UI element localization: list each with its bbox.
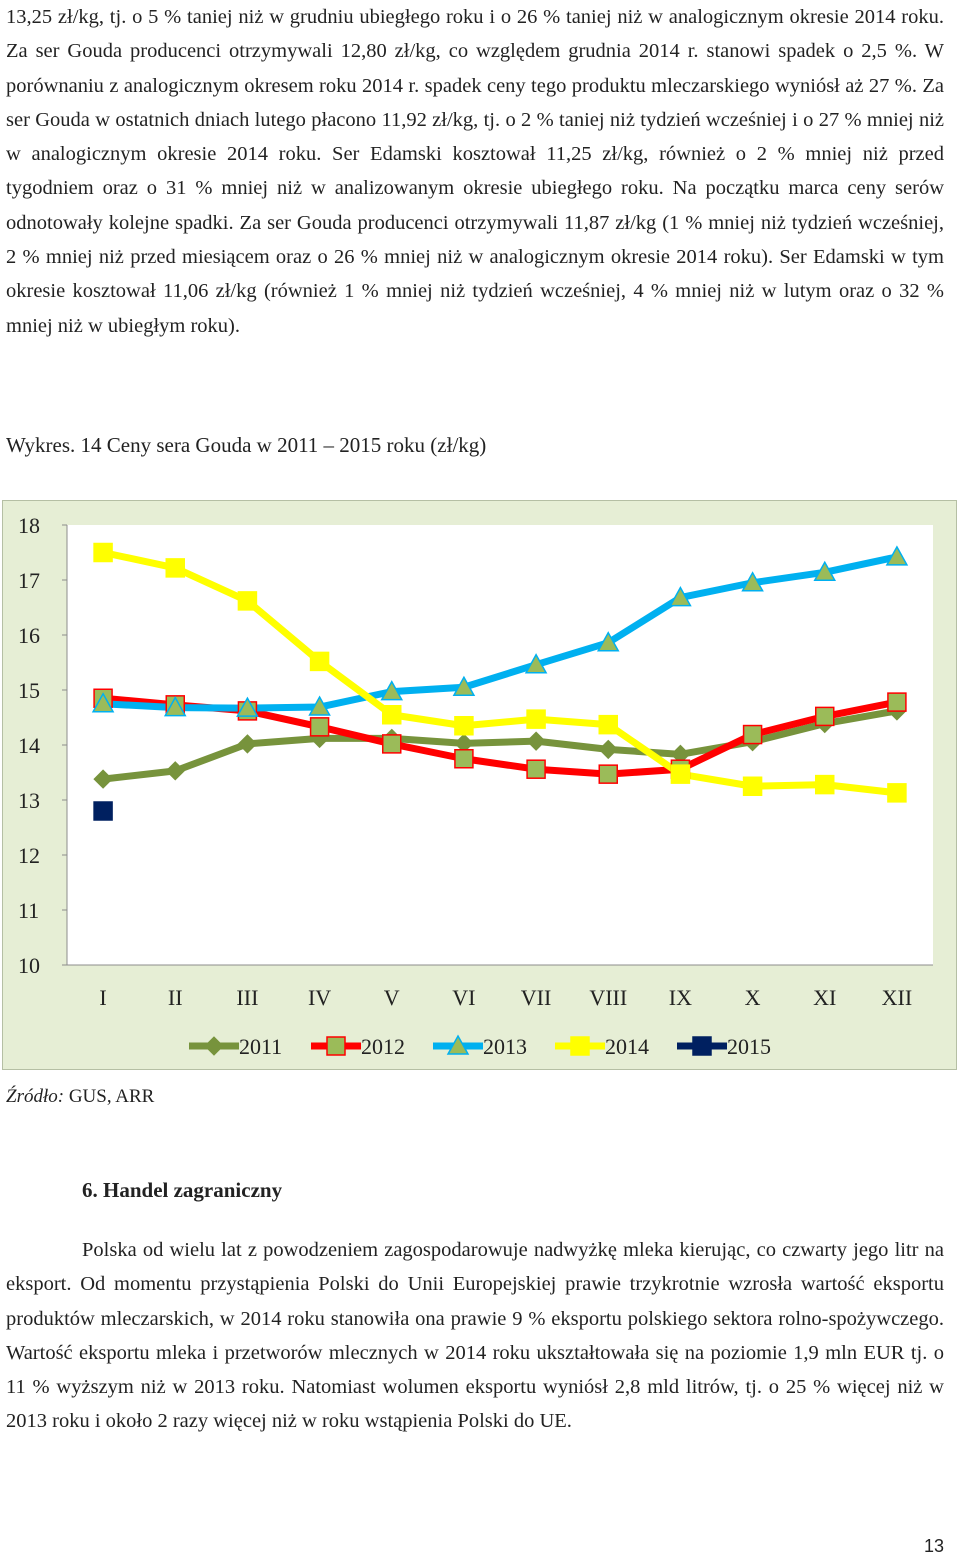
data-point-2011 [93,769,113,789]
y-tick-label: 14 [18,733,40,758]
x-tick-label: II [168,985,183,1010]
data-point-2012 [742,724,763,745]
y-tick-label: 12 [18,843,40,868]
data-point-2013 [813,560,837,582]
data-point-2014 [93,542,113,563]
y-tick-label: 10 [18,953,40,978]
data-point-2012 [887,692,907,712]
data-point-2011 [526,731,546,751]
x-tick-label: III [236,985,258,1010]
data-point-2013 [669,586,692,607]
x-tick-label: I [99,985,106,1010]
data-point-2014 [309,651,330,672]
data-point-2014 [670,764,691,784]
x-tick-label: V [384,985,400,1010]
intro-paragraph: 13,25 zł/kg, tj. o 5 % taniej niż w grud… [6,6,944,337]
data-point-2013 [236,696,259,717]
legend-marker-2014 [570,1036,590,1056]
export-paragraph: Polska od wielu lat z powodzeniem zagosp… [6,1233,944,1439]
data-point-2014 [382,705,402,725]
legend-label: 2015 [727,1034,771,1059]
data-point-2011 [237,734,258,754]
legend-label: 2011 [239,1034,282,1059]
data-point-2013 [596,631,620,652]
data-point-2014 [815,774,835,795]
x-tick-label: VIII [589,985,627,1010]
series-line-2014 [99,549,901,797]
data-point-2011 [598,739,618,760]
data-point-2014 [742,776,763,796]
data-point-2014 [165,558,185,578]
y-tick-label: 16 [18,623,40,648]
series-line-2011 [99,707,901,783]
data-point-2013 [308,695,331,716]
data-point-2013 [380,680,404,701]
legend-marker-2012 [326,1036,346,1056]
x-tick-label: VI [452,985,475,1010]
legend-label: 2014 [605,1034,649,1059]
data-point-2013 [524,653,548,674]
legend-marker-2015 [692,1036,712,1056]
data-point-2013 [885,545,909,566]
data-point-2015 [93,801,113,821]
line-chart: 10 11 12 13 14 15 16 17 18 I II III IV V VI VII VIII IX X X… [2,500,957,1070]
source-label: Źródło: [6,1086,65,1107]
data-point-2014 [887,783,907,803]
source-note: Źródło: GUS, ARR [6,1086,154,1108]
data-point-2013 [91,692,115,713]
data-point-2012 [309,717,330,737]
x-tick-label: VII [521,985,552,1010]
x-tick-label: XII [882,985,913,1010]
y-tick-label: 17 [18,568,40,593]
y-tick-label: 18 [18,513,40,538]
legend-marker-2013 [446,1034,470,1055]
data-point-2013 [452,675,476,696]
data-point-2012 [454,749,474,769]
chart-caption: Wykres. 14 Ceny sera Gouda w 2011 – 2015… [6,433,487,457]
data-point-2013 [741,571,764,592]
page-number: 13 [923,1536,944,1556]
x-tick-label: XI [813,985,836,1010]
data-point-2012 [815,706,835,727]
y-tick-label: 11 [18,898,39,923]
data-point-2012 [598,764,618,784]
data-point-2013 [163,696,187,717]
data-point-2014 [598,714,618,735]
x-tick-label: X [745,985,761,1010]
x-tick-label: IX [669,985,692,1010]
y-tick-label: 13 [18,788,40,813]
data-point-2014 [526,709,546,729]
legend-marker-2011 [204,1036,224,1056]
data-point-2012 [382,734,402,754]
legend-label: 2013 [483,1034,527,1059]
legend-label: 2012 [361,1034,405,1059]
series-line-2013 [99,553,901,712]
y-tick-label: 15 [18,678,40,703]
section-heading: 6. Handel zagraniczny [82,1178,283,1202]
data-point-2014 [454,716,474,736]
data-point-2011 [165,761,185,781]
data-point-2012 [526,759,546,779]
x-tick-label: IV [308,985,331,1010]
export-paragraph-text: Polska od wielu lat z powodzeniem zagosp… [6,1239,944,1433]
source-text: GUS, ARR [64,1086,155,1107]
data-point-2014 [237,591,258,611]
